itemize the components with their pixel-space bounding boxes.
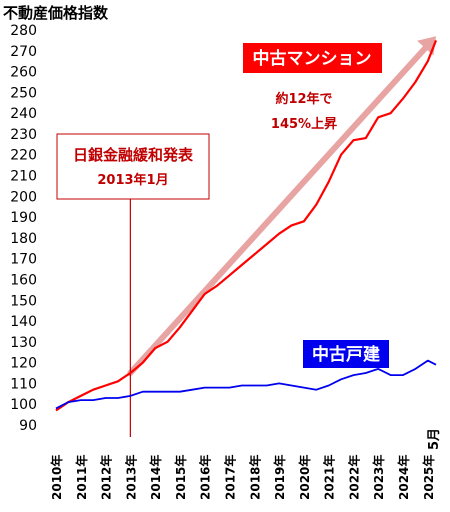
- x-tick-label: 2020年: [297, 455, 312, 500]
- boj-annotation-title: 日銀金融緩和発表: [73, 146, 194, 164]
- x-tick-label: 2025年: [421, 455, 436, 500]
- y-tick-label: 210: [10, 169, 37, 185]
- y-tick-label: 160: [10, 272, 37, 288]
- y-tick-label: 100: [10, 397, 37, 413]
- y-tick-label: 260: [10, 65, 37, 81]
- y-tick-label: 180: [10, 231, 37, 247]
- y-tick-label: 230: [10, 127, 37, 143]
- condo-note-line2: 145%上昇: [271, 117, 337, 132]
- y-tick-label: 270: [10, 44, 37, 60]
- condo-label-text: 中古マンション: [253, 48, 372, 69]
- x-tick-label: 2013年: [123, 455, 138, 500]
- y-tick-label: 240: [10, 106, 37, 122]
- x-axis-end-label: 5月: [427, 428, 442, 450]
- x-tick-label: 2018年: [247, 455, 262, 500]
- boj-annotation: 日銀金融緩和発表 2013年1月: [56, 133, 210, 200]
- y-tick-label: 190: [10, 210, 37, 226]
- house-label-text: 中古戸建: [312, 344, 380, 365]
- y-tick-label: 250: [10, 85, 37, 101]
- y-tick-label: 170: [10, 252, 37, 268]
- y-tick-label: 150: [10, 293, 37, 309]
- x-tick-label: 2024年: [396, 455, 411, 500]
- condo-series-line: [55, 39, 438, 412]
- y-axis: 90 100 110 120 130 140 150 160 170 180 190 200 210 22…: [10, 23, 37, 434]
- condo-label: 中古マンション: [243, 43, 382, 73]
- x-tick-label: 2021年: [322, 455, 337, 500]
- y-tick-label: 120: [10, 356, 37, 372]
- y-tick-label: 110: [10, 376, 37, 392]
- x-axis: 2010年 2011年 2012年 2013年 2014年 2015年 2016年 2017年…: [49, 455, 436, 500]
- boj-annotation-date: 2013年1月: [97, 172, 168, 188]
- x-tick-label: 2023年: [371, 455, 386, 500]
- series-layer: [55, 39, 438, 412]
- x-tick-label: 2015年: [173, 455, 188, 500]
- y-tick-label: 200: [10, 189, 37, 205]
- y-tick-label: 140: [10, 314, 37, 330]
- x-tick-label: 2011年: [74, 455, 89, 500]
- house-series-line: [55, 359, 437, 410]
- y-tick-label: 90: [19, 418, 37, 434]
- house-label: 中古戸建: [303, 340, 389, 368]
- x-tick-label: 2012年: [99, 455, 114, 500]
- x-tick-label: 2017年: [223, 455, 238, 500]
- x-tick-label: 2014年: [148, 455, 163, 500]
- y-tick-label: 280: [10, 23, 37, 39]
- trend-arrow: [127, 36, 436, 377]
- y-tick-label: 130: [10, 335, 37, 351]
- x-tick-label: 2016年: [198, 455, 213, 500]
- y-tick-label: 220: [10, 148, 37, 164]
- x-tick-label: 2019年: [272, 455, 287, 500]
- trend-arrow-shaft: [127, 45, 429, 377]
- condo-note-line1: 約12年で: [275, 91, 332, 107]
- y-axis-label: 不動産価格指数: [3, 4, 109, 22]
- x-tick-label: 2022年: [346, 455, 361, 500]
- x-tick-label: 2010年: [49, 455, 64, 500]
